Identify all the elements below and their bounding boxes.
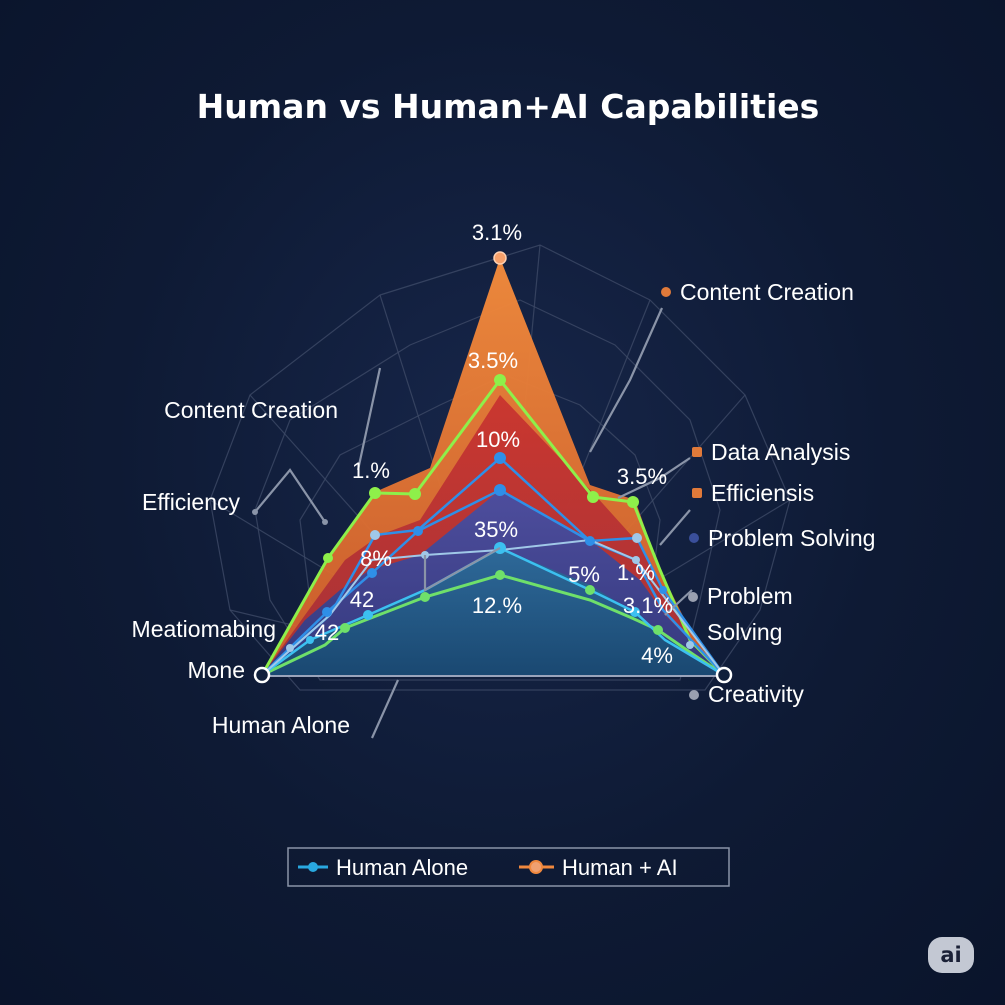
data-point: [286, 644, 294, 652]
data-point: [585, 536, 595, 546]
data-point: [493, 251, 507, 265]
label-bullet: [688, 592, 698, 602]
legend-label-human-ai: Human + AI: [562, 855, 678, 880]
data-label: 3.5%: [617, 464, 667, 489]
data-point: [659, 586, 667, 594]
data-point: [409, 488, 421, 500]
data-point: [632, 533, 642, 543]
line-green-inner: [261, 573, 725, 677]
leader-lines: [252, 307, 693, 739]
data-point: [340, 623, 350, 633]
data-point: [369, 487, 381, 499]
grid-ring-outer: [209, 244, 791, 691]
axis-label: Solving: [707, 619, 782, 645]
data-point: [322, 607, 332, 617]
data-label: 3.1%: [623, 593, 673, 618]
axis-label: Efficiency: [142, 489, 241, 515]
data-label: 5%: [568, 562, 600, 587]
legend-label-human-alone: Human Alone: [336, 855, 468, 880]
data-point: [253, 666, 271, 684]
data-point: [413, 526, 423, 536]
data-point: [585, 585, 595, 595]
legend-marker-human-ai: [529, 860, 543, 874]
data-point: [494, 452, 506, 464]
data-point: [306, 636, 314, 644]
axis-label: Efficiensis: [711, 480, 814, 506]
data-label: 12.%: [472, 593, 522, 618]
axis-label: Data Analysis: [711, 439, 850, 465]
data-label: 3.5%: [468, 348, 518, 373]
data-point: [587, 491, 599, 503]
ai-badge: ai: [928, 937, 974, 973]
data-label: 10%: [476, 427, 520, 452]
label-bullet: [689, 533, 699, 543]
leader-line: [589, 307, 664, 453]
area-human-alone: [262, 548, 724, 675]
leader-line: [617, 457, 691, 499]
axis-label: Problem: [707, 583, 793, 609]
label-bullet: [692, 488, 702, 498]
axis-label: Human Alone: [212, 712, 350, 738]
data-label: 35%: [474, 517, 518, 542]
data-label: 1.%: [617, 560, 655, 585]
data-point: [363, 610, 373, 620]
legend-box: [287, 847, 730, 887]
data-label: 8%: [360, 546, 392, 571]
data-labels: 3.1% 3.5% 10% 35% 12.% 1.% 8% 42 42 3.5%…: [315, 220, 673, 668]
data-point: [494, 374, 506, 386]
data-label: 3.1%: [472, 220, 522, 245]
legend: Human Alone Human + AI: [287, 847, 730, 887]
data-point: [494, 484, 506, 496]
chart-title: Human vs Human+AI Capabilities: [197, 87, 820, 126]
data-label: 4%: [641, 643, 673, 668]
leader-line: [356, 367, 382, 471]
data-point: [686, 641, 694, 649]
label-bullet: [689, 690, 699, 700]
line-light-blue: [261, 538, 725, 676]
label-bullet: [661, 287, 671, 297]
data-point: [370, 530, 380, 540]
axis-label: Meatiomabing: [132, 616, 276, 642]
data-point: [632, 556, 640, 564]
data-point: [653, 625, 663, 635]
right-axis-labels: Content Creation Data Analysis Efficiens…: [661, 279, 875, 707]
leader-line: [370, 679, 400, 739]
label-bullet: [692, 447, 702, 457]
leader-line: [664, 589, 693, 616]
axis-label: Content Creation: [164, 397, 338, 423]
leader-line: [423, 547, 501, 592]
leader-dot: [322, 519, 328, 525]
leader-line: [254, 468, 326, 523]
left-axis-labels: Content Creation Efficiency Meatiomabing…: [132, 397, 350, 738]
data-point: [630, 607, 640, 617]
axis-label: Problem Solving: [708, 525, 875, 551]
leader-line: [659, 509, 691, 546]
data-point: [627, 496, 639, 508]
leader-dot: [252, 509, 258, 515]
data-point: [323, 553, 333, 563]
axis-label: Mone: [187, 657, 245, 683]
data-label: 42: [315, 620, 339, 645]
data-point: [715, 666, 733, 684]
axis-label: Creativity: [708, 681, 804, 707]
axis-label: Content Creation: [680, 279, 854, 305]
data-label: 42: [350, 587, 374, 612]
data-point: [495, 570, 505, 580]
legend-marker-human-alone: [308, 862, 318, 872]
data-point: [367, 568, 377, 578]
data-point: [420, 592, 430, 602]
data-label: 1.%: [352, 458, 390, 483]
